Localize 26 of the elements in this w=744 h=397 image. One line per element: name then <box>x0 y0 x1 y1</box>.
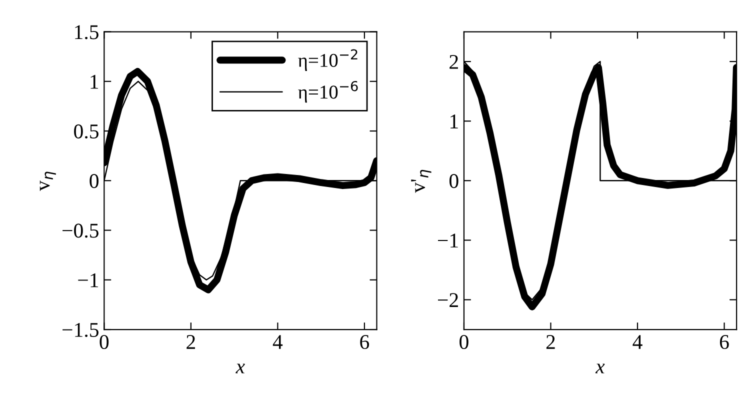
y-tick-label: −1 <box>78 273 98 288</box>
legend-label: η=10$^{−6}$ <box>298 80 358 103</box>
y-axis-title: v'$_{η}$ <box>411 170 432 193</box>
y-tick-label: −0.5 <box>62 224 98 238</box>
x-tick-label: 0 <box>100 334 109 350</box>
y-tick-label: −2 <box>438 293 458 307</box>
y-tick-label: 1 <box>450 114 458 128</box>
x-axis-title: x <box>595 364 605 374</box>
x-axis-title: x <box>236 364 245 374</box>
y-tick-label: 0 <box>90 174 99 188</box>
y-axis-title: v$_{η}$ <box>40 172 56 191</box>
x-tick-label: 6 <box>360 335 370 350</box>
y-tick-label: 2 <box>450 54 458 69</box>
y-tick-label: 0.5 <box>74 124 98 139</box>
y-tick-label: −1.5 <box>62 322 98 338</box>
y-tick-label: 1.5 <box>75 25 98 40</box>
x-tick-label: 2 <box>186 335 195 349</box>
y-tick-label: −1 <box>438 234 458 248</box>
y-tick-label: 1 <box>90 74 98 89</box>
legend-label: η=10$^{−2}$ <box>298 49 358 71</box>
x-tick-label: 4 <box>632 335 642 349</box>
y-tick-label: 0 <box>449 174 458 188</box>
x-tick-label: 2 <box>546 335 555 349</box>
x-tick-label: 4 <box>272 335 283 349</box>
x-tick-label: 6 <box>720 335 729 350</box>
x-tick-label: 0 <box>460 334 468 350</box>
